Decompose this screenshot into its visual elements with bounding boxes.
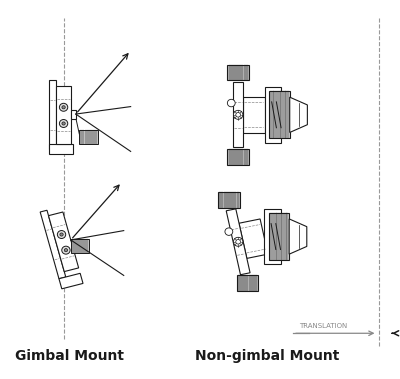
Circle shape	[62, 246, 70, 254]
Circle shape	[64, 249, 68, 252]
Circle shape	[62, 122, 65, 125]
Polygon shape	[239, 219, 268, 258]
Circle shape	[227, 99, 235, 107]
Text: TRANSLATION: TRANSLATION	[299, 323, 347, 329]
Polygon shape	[40, 210, 66, 279]
Bar	[79, 130, 98, 144]
Circle shape	[60, 119, 68, 127]
Polygon shape	[289, 219, 307, 254]
Circle shape	[234, 110, 243, 119]
Bar	[269, 213, 289, 260]
Polygon shape	[290, 97, 307, 132]
Bar	[49, 144, 73, 154]
Polygon shape	[48, 212, 79, 272]
Circle shape	[60, 233, 63, 236]
Bar	[56, 86, 71, 144]
Bar	[265, 87, 281, 143]
Bar	[218, 193, 240, 208]
Bar	[227, 64, 249, 80]
Bar	[233, 82, 243, 147]
Bar	[243, 97, 265, 133]
Bar	[70, 239, 89, 253]
Bar	[71, 110, 76, 119]
Polygon shape	[59, 273, 83, 289]
Circle shape	[225, 228, 233, 235]
Circle shape	[234, 237, 243, 246]
Circle shape	[236, 240, 240, 244]
Bar	[269, 91, 290, 138]
Text: Non-gimbal Mount: Non-gimbal Mount	[195, 349, 339, 363]
Circle shape	[62, 106, 65, 109]
Bar	[227, 149, 249, 165]
Circle shape	[236, 113, 240, 117]
Circle shape	[57, 230, 66, 238]
Bar	[237, 276, 258, 291]
Bar	[49, 80, 56, 149]
Circle shape	[60, 103, 68, 111]
Polygon shape	[226, 209, 250, 275]
Bar	[264, 209, 280, 264]
Text: Gimbal Mount: Gimbal Mount	[14, 349, 124, 363]
